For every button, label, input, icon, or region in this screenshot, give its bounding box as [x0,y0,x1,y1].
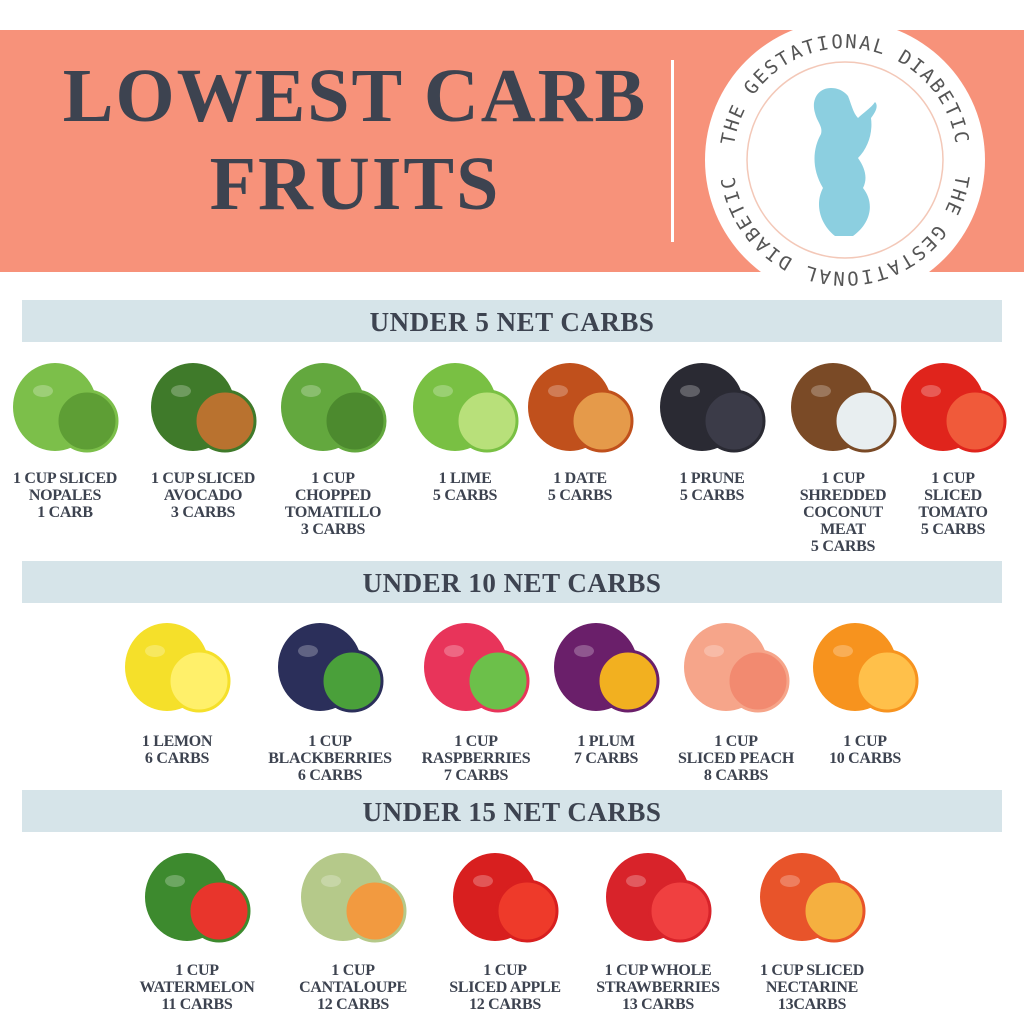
page-title: LOWEST CARB FRUITS [40,52,670,228]
section-heading: UNDER 10 NET CARBS [22,561,1002,603]
fruit-label: 1 CUP WHOLE STRAWBERRIES 13 CARBS [596,962,720,1013]
fruit-item [395,355,535,460]
fruit-item [283,845,423,950]
fruit-label: 1 CUP SLICED TOMATO 5 CARBS [918,470,988,538]
fruit-label: 1 CUP CANTALOUPE 12 CARBS [299,962,407,1013]
fruit-label: 1 LEMON 6 CARBS [141,733,213,767]
section-heading: UNDER 5 NET CARBS [22,300,1002,342]
fruit-item [742,845,882,950]
fruit-item [666,615,806,720]
lemon-icon [125,623,231,713]
title-line-1: LOWEST CARB [62,54,648,138]
coconut-icon [791,363,897,453]
section-heading: UNDER 15 NET CARBS [22,790,1002,832]
watermelon-icon [145,853,251,943]
fruit-item [435,845,575,950]
peach-icon [684,623,790,713]
fruit-label: 1 CUP SLICED NECTARINE 13CARBS [760,962,864,1013]
blackberries-icon [278,623,384,713]
fruit-item [510,355,650,460]
fruit-label: 1 PLUM 7 CARBS [573,733,639,767]
apple-icon [453,853,559,943]
fruit-label: 1 CUP 10 CARBS [829,733,901,767]
fruit-item [133,355,273,460]
fruit-item [0,355,135,460]
tomato-icon [901,363,1007,453]
fruit-item [260,615,400,720]
fruit-label: 1 PRUNE 5 CARBS [679,470,745,504]
tomatillo-icon [281,363,387,453]
avocado-icon [151,363,257,453]
fruit-item [773,355,913,460]
fruit-item [263,355,403,460]
header-divider [671,60,674,242]
prune-icon [660,363,766,453]
fruit-label: 1 CUP WATERMELON 11 CARBS [139,962,255,1013]
strawberries-icon [606,853,712,943]
fruit-item [406,615,546,720]
fruit-label: 1 CUP SLICED NOPALES 1 CARB [13,470,117,521]
fruit-item [883,355,1023,460]
plum-icon [554,623,660,713]
date-icon [528,363,634,453]
fruit-label: 1 CUP CHOPPED TOMATILLO 3 CARBS [284,470,382,538]
nopales-icon [13,363,119,453]
title-line-2: FRUITS [209,142,501,226]
fruit-item [588,845,728,950]
raspberries-icon [424,623,530,713]
fruit-label: 1 CUP RASPBERRIES 7 CARBS [421,733,531,784]
fruit-item [536,615,676,720]
fruit-item [107,615,247,720]
gestational-diabetic-logo: THE GESTATIONAL DIABETIC THE GESTATIONAL… [705,20,985,300]
fruit-label: 1 CUP SHREDDED COCONUT MEAT 5 CARBS [799,470,887,555]
fruit-item [127,845,267,950]
fruit-label: 1 DATE 5 CARBS [547,470,613,504]
lime-icon [413,363,519,453]
fruit-label: 1 CUP SLICED PEACH 8 CARBS [678,733,794,784]
orange-icon [813,623,919,713]
fruit-item [795,615,935,720]
fruit-item [642,355,782,460]
nectarine-icon [760,853,866,943]
fruit-label: 1 LIME 5 CARBS [432,470,498,504]
fruit-label: 1 CUP SLICED AVOCADO 3 CARBS [151,470,255,521]
fruit-label: 1 CUP BLACKBERRIES 6 CARBS [268,733,392,784]
cantaloupe-icon [301,853,407,943]
fruit-label: 1 CUP SLICED APPLE 12 CARBS [449,962,561,1013]
